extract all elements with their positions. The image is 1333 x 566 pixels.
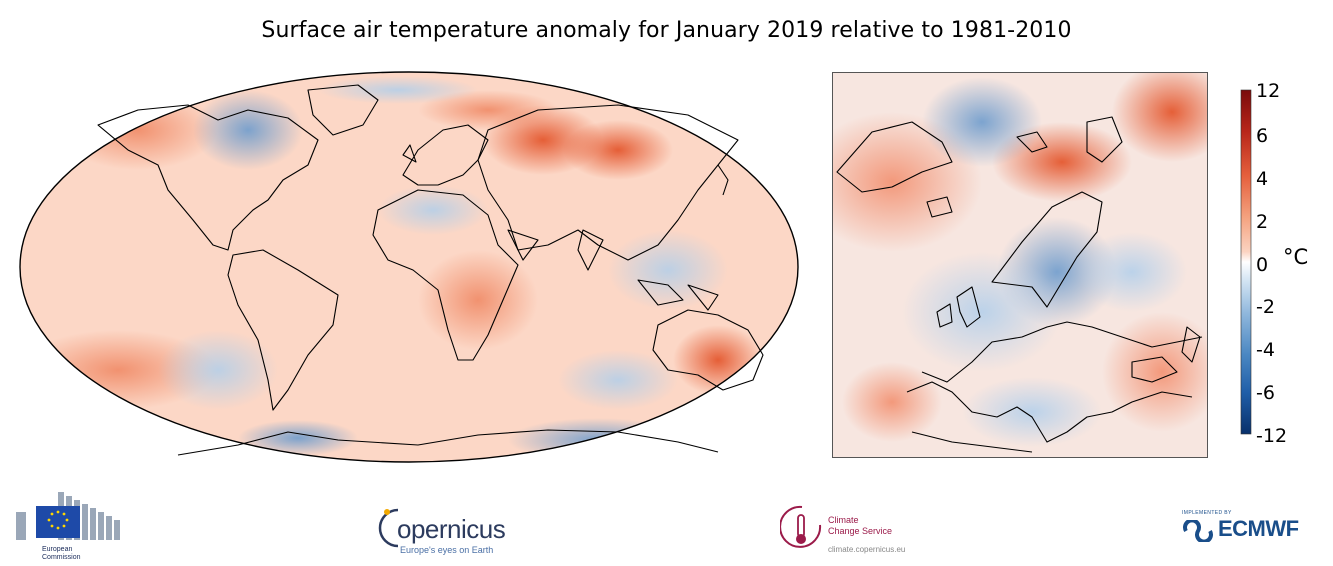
colorbar-tick-label: -12: [1256, 425, 1288, 447]
colorbar-tick-label: 12: [1256, 80, 1281, 102]
c3s-label: Climate Change Service: [828, 515, 893, 536]
colorbar-tick-label: -4: [1256, 339, 1275, 361]
europe-map-border: [832, 72, 1208, 458]
colorbar-tick-label: -6: [1256, 382, 1275, 404]
europe-coastlines: [836, 116, 1203, 453]
c3s-thermometer-icon: [780, 505, 822, 548]
colorbar-gradient: [1240, 89, 1252, 435]
copernicus-tagline: Europe's eyes on Earth: [400, 545, 494, 555]
world-anomaly-map: [19, 71, 799, 463]
ecmwf-implemented-by: IMPLEMENTED BY: [1182, 510, 1232, 516]
world-map-border: [19, 71, 799, 463]
colorbar-tick-label: 4: [1256, 168, 1269, 190]
europe-anomaly-field: [832, 72, 1208, 458]
european-commission-logo: [16, 492, 120, 540]
copernicus-logo: [378, 508, 399, 548]
colorbar-tick-label: 0: [1256, 254, 1269, 276]
colorbar-tick-label: -2: [1256, 296, 1275, 318]
copernicus-wordmark: opernicus: [397, 514, 506, 544]
colorbar-tick-label: 6: [1256, 125, 1269, 147]
colorbar: [1240, 89, 1252, 435]
colorbar-unit: °C: [1283, 245, 1309, 269]
ecmwf-wordmark: ECMWF: [1218, 516, 1299, 541]
europe-anomaly-map: [832, 72, 1208, 458]
c3s-url: climate.copernicus.eu: [828, 545, 906, 554]
colorbar-tick-label: 2: [1256, 211, 1269, 233]
ecmwf-mark-icon: [1183, 520, 1213, 542]
ec-label: European Commission: [42, 546, 81, 561]
world-coastlines: [97, 84, 764, 456]
map-title: Surface air temperature anomaly for Janu…: [261, 18, 1072, 43]
